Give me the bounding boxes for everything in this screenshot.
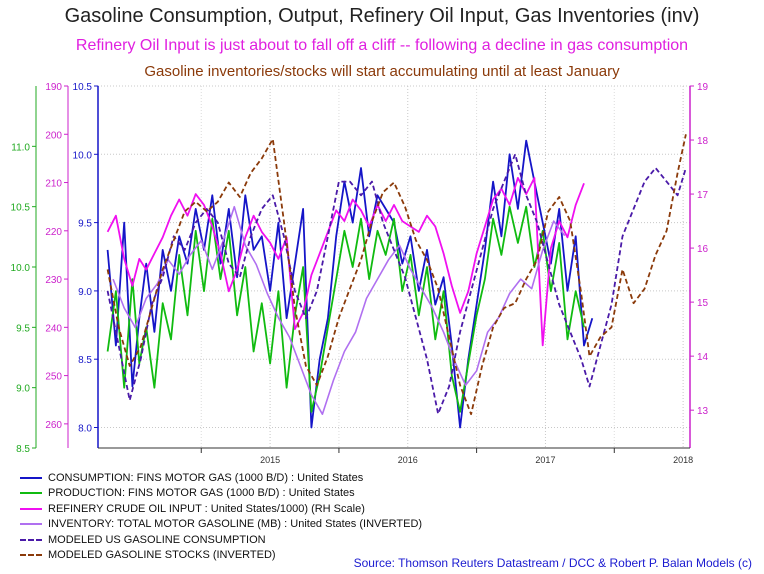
inventory-axis-tick-label: 250 xyxy=(45,372,62,383)
legend-item-modeled-consumption: MODELED US GASOLINE CONSUMPTION xyxy=(20,532,422,548)
series-line-modeled-consumption xyxy=(106,153,687,415)
chart-subtitle-refinery: Refinery Oil Input is just about to fall… xyxy=(75,37,689,54)
legend-label: MODELED GASOLINE STOCKS (INVERTED) xyxy=(48,549,276,562)
legend-item-inventory: INVENTORY: TOTAL MOTOR GASOLINE (MB) : U… xyxy=(20,517,422,533)
production-axis-tick-label: 11.0 xyxy=(11,142,30,153)
inventory-axis-tick-label: 230 xyxy=(45,275,62,286)
legend-swatch xyxy=(20,554,42,557)
series-line-modeled-stocks xyxy=(106,134,687,416)
consumption-axis-tick-label: 9.0 xyxy=(78,287,92,298)
consumption-axis-tick-label: 8.5 xyxy=(78,355,92,366)
consumption-axis-tick-label: 8.0 xyxy=(78,424,92,435)
production-axis-tick-label: 10.5 xyxy=(11,203,31,214)
production-axis-tick-label: 10.0 xyxy=(11,263,31,274)
legend-swatch xyxy=(20,523,42,526)
production-axis-tick-label: 8.5 xyxy=(16,444,30,455)
series-line-production xyxy=(106,205,585,413)
source-note: Source: Thomson Reuters Datastream / DCC… xyxy=(353,556,752,570)
chart-subtitle-inventories: Gasoline inventories/stocks will start a… xyxy=(144,63,620,80)
legend-item-consumption: CONSUMPTION: FINS MOTOR GAS (1000 B/D) :… xyxy=(20,470,422,486)
chart-title: Gasoline Consumption, Output, Refinery O… xyxy=(64,5,700,27)
refinery-axis-tick-label: 15 xyxy=(697,298,709,309)
legend-swatch xyxy=(20,492,42,495)
production-axis-tick-label: 9.0 xyxy=(16,384,30,395)
consumption-axis-tick-label: 10.5 xyxy=(73,82,93,93)
legend-label: PRODUCTION: FINS MOTOR GAS (1000 B/D) : … xyxy=(48,487,355,500)
legend-swatch xyxy=(20,507,42,510)
legend-label: REFINERY CRUDE OIL INPUT : United States… xyxy=(48,502,365,515)
legend-item-refinery: REFINERY CRUDE OIL INPUT : United States… xyxy=(20,501,422,517)
x-axis-tick-label: 2015 xyxy=(260,455,280,465)
legend-label: INVENTORY: TOTAL MOTOR GASOLINE (MB) : U… xyxy=(48,518,423,531)
inventory-axis-tick-label: 200 xyxy=(45,130,62,141)
inventory-axis-tick-label: 190 xyxy=(45,82,62,93)
inventory-axis-tick-label: 260 xyxy=(45,420,62,431)
production-axis-tick-label: 9.5 xyxy=(16,323,30,334)
refinery-axis-tick-label: 19 xyxy=(697,82,709,93)
inventory-axis-tick-label: 210 xyxy=(45,179,62,190)
refinery-axis-tick-label: 17 xyxy=(697,190,709,201)
series-line-consumption xyxy=(106,139,594,429)
series-line-inventory xyxy=(112,205,566,415)
legend-item-production: PRODUCTION: FINS MOTOR GAS (1000 B/D) : … xyxy=(20,486,422,502)
inventory-axis-tick-label: 220 xyxy=(45,227,62,238)
x-axis-tick-label: 2018 xyxy=(673,455,693,465)
refinery-axis-tick-label: 14 xyxy=(697,352,709,363)
refinery-axis-tick-label: 13 xyxy=(697,406,709,417)
legend-label: MODELED US GASOLINE CONSUMPTION xyxy=(48,533,266,546)
chart-legend: CONSUMPTION: FINS MOTOR GAS (1000 B/D) :… xyxy=(20,470,422,563)
legend-label: CONSUMPTION: FINS MOTOR GAS (1000 B/D) :… xyxy=(48,471,364,484)
consumption-axis-tick-label: 9.5 xyxy=(78,219,92,230)
legend-swatch xyxy=(20,538,42,541)
x-axis-tick-label: 2017 xyxy=(535,455,555,465)
inventory-axis-tick-label: 240 xyxy=(45,323,62,334)
refinery-axis-tick-label: 18 xyxy=(697,136,709,147)
legend-swatch xyxy=(20,476,42,479)
x-axis-tick-label: 2016 xyxy=(398,455,418,465)
legend-item-modeled-stocks: MODELED GASOLINE STOCKS (INVERTED) xyxy=(20,548,422,564)
chart-plot: 8.5 9.0 9.5 10.0 10.5 11.0 190 200 210 220 230 240 2… xyxy=(11,82,709,465)
consumption-axis-tick-label: 10.0 xyxy=(73,150,93,161)
refinery-axis-tick-label: 16 xyxy=(697,244,709,255)
